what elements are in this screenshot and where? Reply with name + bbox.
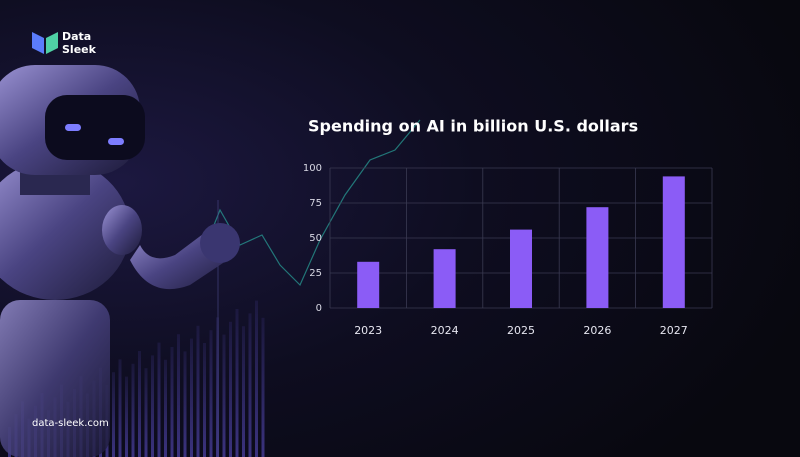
deco-column xyxy=(196,325,200,457)
deco-column xyxy=(242,326,245,457)
deco-column xyxy=(157,342,161,457)
x-tick-label: 2024 xyxy=(431,324,459,337)
y-tick-label: 50 xyxy=(309,233,322,244)
deco-column xyxy=(151,355,154,457)
deco-column xyxy=(235,309,239,457)
y-tick-label: 75 xyxy=(309,198,322,209)
deco-column xyxy=(131,363,135,457)
y-tick-label: 25 xyxy=(309,268,322,279)
y-tick-label: 0 xyxy=(316,303,322,314)
deco-column xyxy=(209,330,213,457)
deco-column xyxy=(183,351,187,457)
logo-text: Sleek xyxy=(62,43,97,56)
deco-column xyxy=(112,372,115,457)
deco-column xyxy=(170,347,174,457)
x-tick-label: 2027 xyxy=(660,324,688,337)
deco-column xyxy=(144,368,148,457)
deco-column xyxy=(261,317,265,457)
robot xyxy=(0,65,240,457)
deco-column xyxy=(118,359,122,457)
deco-column xyxy=(248,313,252,457)
deco-column xyxy=(222,334,226,457)
logo: Data Sleek xyxy=(32,30,97,56)
deco-column xyxy=(125,376,128,457)
bar xyxy=(510,229,532,308)
deco-column xyxy=(164,359,167,457)
deco-column xyxy=(190,338,193,457)
deco-column xyxy=(177,334,180,457)
x-tick-label: 2025 xyxy=(507,324,535,337)
bar xyxy=(662,176,685,308)
bar xyxy=(357,261,380,308)
x-tick-label: 2023 xyxy=(354,324,382,337)
deco-column xyxy=(138,351,141,457)
bar xyxy=(433,249,456,308)
y-tick-label: 100 xyxy=(303,163,322,174)
deco-column xyxy=(255,300,258,457)
bar xyxy=(586,207,609,308)
deco-column xyxy=(203,343,206,457)
chart-title: Spending on AI in billion U.S. dollars xyxy=(308,117,638,136)
website: data-sleek.com xyxy=(32,418,109,429)
logo-text: Data xyxy=(62,30,91,43)
x-tick-label: 2026 xyxy=(583,324,611,337)
logo-mark xyxy=(46,32,58,54)
deco-column xyxy=(229,321,232,457)
logo-mark xyxy=(32,32,44,54)
